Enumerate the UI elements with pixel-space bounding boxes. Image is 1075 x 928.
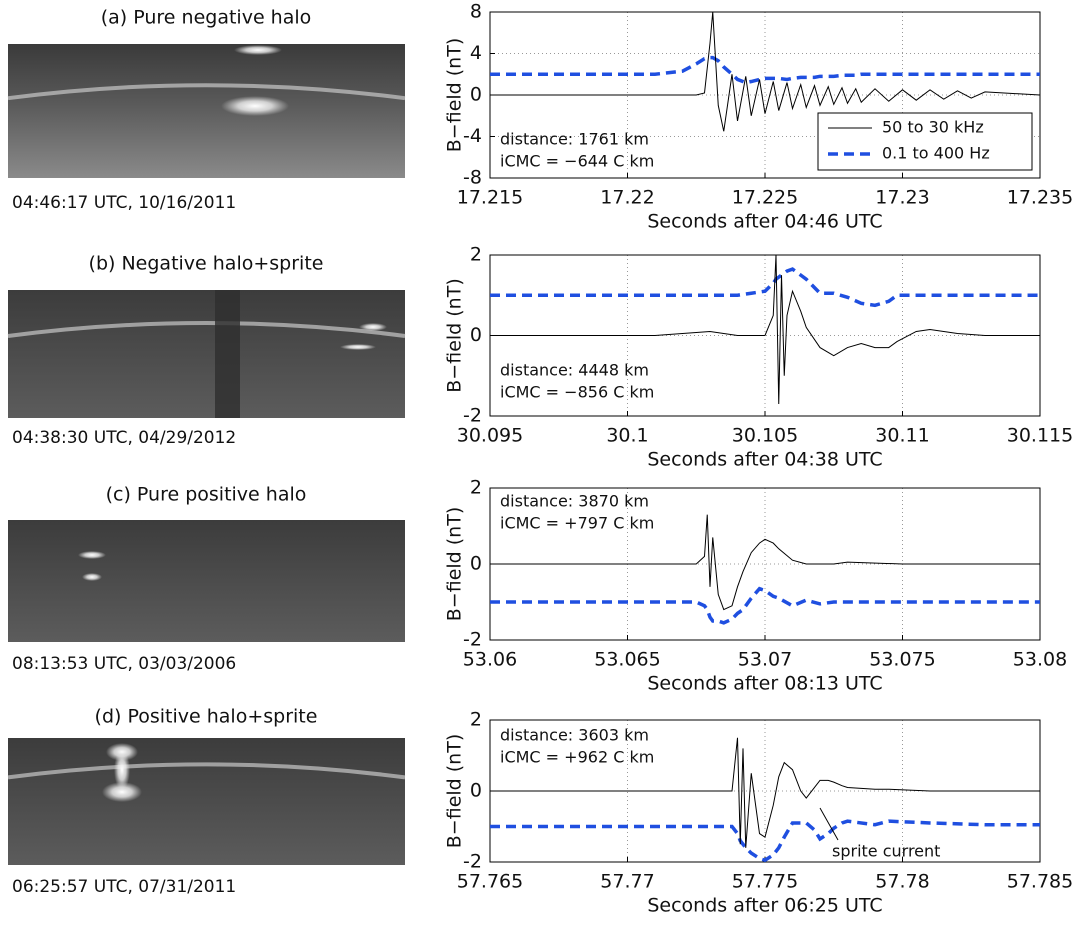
y-axis-label: B−field (nT) [444,278,466,392]
vlf-line [490,12,1040,132]
x-tick-label: 17.235 [1007,187,1073,209]
luminous-event [114,750,130,790]
x-tick-label: 30.11 [875,425,929,447]
annotation-arrow [819,807,839,841]
x-tick-label: 30.115 [1007,425,1073,447]
horizon-glow [7,762,406,780]
luminous-event [78,551,106,559]
vlf-line [490,737,1040,848]
image-caption: 06:25:57 UTC, 07/31/2011 [12,877,236,897]
luminous-event [221,96,289,116]
y-tick-label: -2 [463,405,482,427]
x-tick-label: 57.77 [600,871,654,893]
x-tick-label: 57.785 [1007,871,1073,893]
y-tick-label: -2 [463,851,482,873]
vlf-line [490,514,1040,611]
annotation: distance: 1761 km [500,130,649,149]
y-tick-label: -8 [463,167,482,189]
x-tick-label: 57.775 [732,871,798,893]
x-tick-label: 53.08 [1013,649,1067,671]
photo [8,520,405,642]
y-axis-label: B−field (nT) [444,38,466,152]
y-tick-label: -2 [463,629,482,651]
annotation: iCMC = −856 C km [500,383,654,402]
horizon-glow [7,83,406,101]
y-tick-label: 0 [470,780,482,802]
annotation: distance: 3603 km [500,726,649,745]
x-tick-label: 30.095 [457,425,523,447]
panel-title: (b) Negative halo+sprite [89,253,324,275]
y-tick-label: 2 [470,244,482,266]
y-axis-label: B−field (nT) [444,734,466,848]
x-tick-label: 17.215 [457,187,523,209]
x-tick-label: 30.105 [732,425,798,447]
x-tick-label: 17.225 [732,187,798,209]
photo-band [215,290,240,418]
annotation: distance: 4448 km [500,361,649,380]
annotation: iCMC = +797 C km [500,514,654,533]
horizon-glow [7,321,406,338]
y-tick-label: 2 [470,709,482,731]
luminous-event [82,573,102,581]
y-tick-label: -4 [463,125,482,147]
x-axis-label: Seconds after 04:46 UTC [647,211,882,233]
annotation: iCMC = −644 C km [500,152,654,171]
annotation: distance: 3870 km [500,492,649,511]
panel-title: (a) Pure negative halo [101,7,312,29]
x-tick-label: 53.06 [463,649,517,671]
image-caption: 08:13:53 UTC, 03/03/2006 [12,654,236,674]
lf-line [490,55,1040,85]
luminous-event [234,45,282,55]
x-tick-label: 53.075 [869,649,935,671]
x-axis-label: Seconds after 06:25 UTC [647,895,882,917]
y-tick-label: 0 [470,324,482,346]
x-tick-label: 17.23 [875,187,929,209]
annotation: sprite current [832,842,940,861]
photo [8,738,405,865]
luminous-event [340,344,376,350]
legend-label: 0.1 to 400 Hz [882,144,990,163]
annotation: iCMC = +962 C km [500,748,654,767]
image-caption: 04:38:30 UTC, 04/29/2012 [12,428,236,448]
image-caption: 04:46:17 UTC, 10/16/2011 [12,193,236,213]
x-tick-label: 57.78 [875,871,929,893]
luminous-event [359,323,387,331]
x-tick-label: 30.1 [606,425,648,447]
y-tick-label: 0 [470,553,482,575]
photo [8,44,405,178]
luminous-event [102,782,142,802]
lf-line [490,586,1040,625]
x-tick-label: 17.22 [600,187,654,209]
lf-line [490,267,1040,308]
y-tick-label: 4 [470,42,482,64]
panel-title: (d) Positive halo+sprite [95,706,318,728]
legend-box [817,112,1033,171]
x-tick-label: 53.065 [594,649,660,671]
x-tick-label: 57.765 [457,871,523,893]
panel-title: (c) Pure positive halo [106,484,307,506]
y-tick-label: 0 [470,84,482,106]
y-tick-label: 8 [470,1,482,23]
x-axis-label: Seconds after 08:13 UTC [647,673,882,695]
photo [8,290,405,418]
vlf-line [490,255,1040,404]
x-tick-label: 53.07 [738,649,792,671]
y-tick-label: 2 [470,477,482,499]
legend-label: 50 to 30 kHz [882,118,984,137]
x-axis-label: Seconds after 04:38 UTC [647,449,882,471]
y-axis-label: B−field (nT) [444,507,466,621]
